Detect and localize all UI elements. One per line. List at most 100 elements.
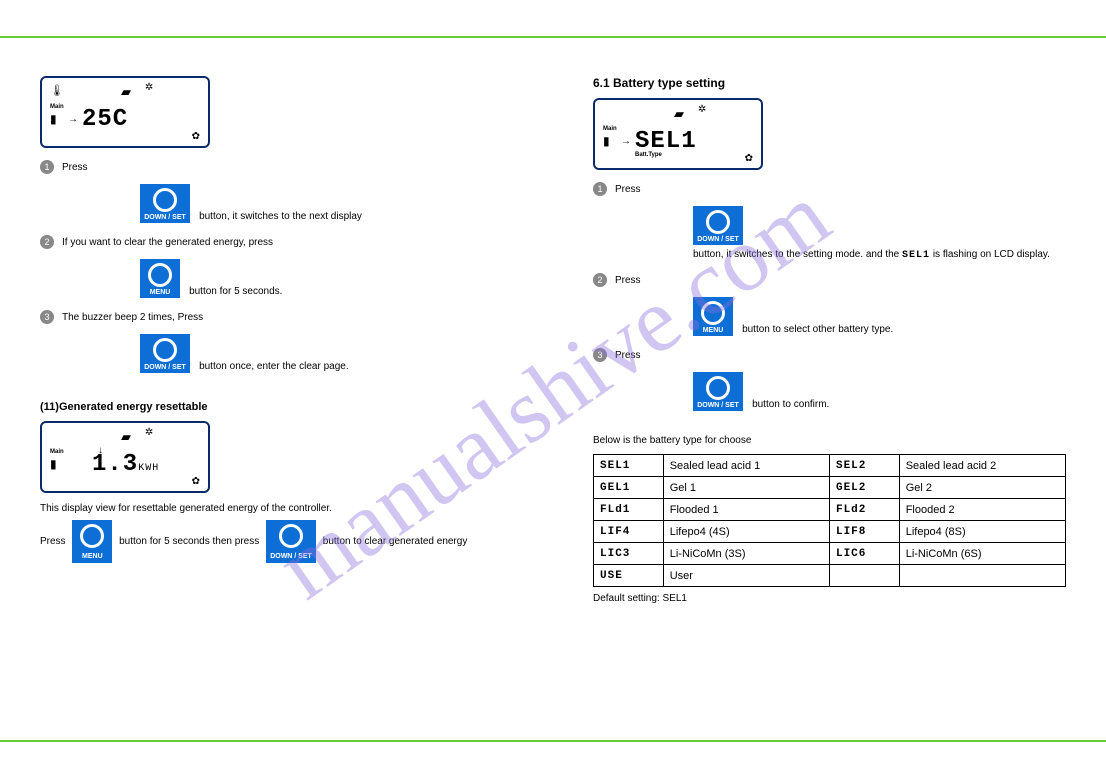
lcd-battery-type: ▰ ✲ Main ▮ → SEL1 Batt.Type ✿	[593, 98, 763, 170]
table-cell-desc: Flooded 1	[663, 499, 829, 521]
table-row: FLd1Flooded 1FLd2Flooded 2	[594, 499, 1066, 521]
circle-icon	[153, 338, 177, 362]
lcd-energy: ▰ ✲ Main ▮ ↓ 1.3KWH ✿	[40, 421, 210, 493]
lcd-subtitle: Batt.Type	[635, 152, 662, 158]
circle-icon	[153, 188, 177, 212]
table-cell-desc: User	[663, 565, 829, 587]
table-cell-code: LIF4	[594, 521, 664, 543]
button-label: DOWN / SET	[140, 364, 190, 371]
table-row: GEL1Gel 1GEL2Gel 2	[594, 477, 1066, 499]
circle-icon	[279, 524, 303, 548]
table-cell-desc: Sealed lead acid 1	[663, 455, 829, 477]
table-cell-desc: Sealed lead acid 2	[899, 455, 1065, 477]
lcd-value: SEL1	[635, 128, 697, 155]
step-text-after: button to select other battery type.	[742, 324, 893, 335]
panel-icon: ▰	[121, 84, 131, 100]
button-menu-r1: MENU button to select other battery type…	[693, 297, 1066, 336]
table-intro: Below is the battery type for choose	[593, 435, 1066, 446]
table-cell-code: LIC6	[829, 543, 899, 565]
table-cell-desc: Li-NiCoMn (6S)	[899, 543, 1065, 565]
button-label: MENU	[140, 289, 180, 296]
main-label: Main	[50, 104, 64, 110]
step-text-mid: button, it switches to the setting mode.…	[693, 249, 1066, 261]
table-cell-code: GEL2	[829, 477, 899, 499]
table-cell-code: SEL2	[829, 455, 899, 477]
battery-icon: ▮	[603, 134, 610, 148]
sun-icon: ✲	[145, 427, 153, 438]
step-text-after: button once, enter the clear page.	[199, 361, 349, 372]
step-text: The buzzer beep 2 times, Press	[62, 311, 513, 324]
step-2: 2 Press	[593, 273, 1066, 287]
main-label: Main	[603, 126, 617, 132]
table-cell-desc: Li-NiCoMn (3S)	[663, 543, 829, 565]
note-a: This display view for resettable generat…	[40, 503, 513, 514]
thermometer-icon: 🌡	[50, 84, 64, 97]
step-text: Press	[62, 161, 513, 174]
down-set-button[interactable]: DOWN / SET	[266, 520, 316, 563]
gear-icon: ✿	[192, 131, 200, 142]
button-label: DOWN / SET	[270, 553, 312, 560]
table-note: Default setting: SEL1	[593, 593, 1066, 604]
gear-icon: ✿	[745, 153, 753, 164]
down-set-button[interactable]: DOWN / SET	[140, 184, 190, 223]
table-cell-desc: Lifepo4 (8S)	[899, 521, 1065, 543]
button-downset-r1: DOWN / SET button, it switches to the se…	[693, 206, 1066, 261]
table-cell-code	[829, 565, 899, 587]
button-menu-1: MENU button for 5 seconds.	[140, 259, 513, 298]
table-cell-code: USE	[594, 565, 664, 587]
step-text-after: button, it switches to the next display	[199, 211, 362, 222]
step-number: 1	[593, 182, 607, 196]
panel-icon: ▰	[121, 429, 131, 445]
menu-button[interactable]: MENU	[693, 297, 733, 336]
table-cell-desc: Gel 2	[899, 477, 1065, 499]
button-downset-2: DOWN / SET button once, enter the clear …	[140, 334, 513, 373]
section-11-title: (11)Generated energy resettable	[40, 401, 513, 413]
button-downset-1: DOWN / SET button, it switches to the ne…	[140, 184, 513, 223]
circle-icon	[701, 301, 725, 325]
table-row: LIF4Lifepo4 (4S)LIF8Lifepo4 (8S)	[594, 521, 1066, 543]
step-1: 1 Press	[593, 182, 1066, 196]
step-2: 2 If you want to clear the generated ene…	[40, 235, 513, 249]
down-set-button[interactable]: DOWN / SET	[140, 334, 190, 373]
arrow-icon: →	[621, 136, 631, 147]
sun-icon: ✲	[698, 104, 706, 115]
button-label: MENU	[693, 327, 733, 334]
main-label: Main	[50, 449, 64, 455]
step-text-after: button to confirm.	[752, 399, 829, 410]
button-label: MENU	[82, 553, 103, 560]
battery-icon: ▮	[50, 112, 57, 126]
table-cell-code: FLd1	[594, 499, 664, 521]
page-left: 🌡 ▰ ✲ Main ▮ → 25C ✿ 1 Press DOWN / SET …	[0, 36, 553, 742]
lcd-value: 25C	[82, 106, 128, 133]
down-set-button[interactable]: DOWN / SET	[693, 206, 743, 245]
button-label: DOWN / SET	[693, 402, 743, 409]
step-3: 3 The buzzer beep 2 times, Press	[40, 310, 513, 324]
step-text: Press	[615, 274, 1066, 287]
table-cell-desc: Lifepo4 (4S)	[663, 521, 829, 543]
lcd-temperature: 🌡 ▰ ✲ Main ▮ → 25C ✿	[40, 76, 210, 148]
step-number: 2	[593, 273, 607, 287]
battery-icon: ▮	[50, 457, 57, 471]
step-text: Press	[615, 349, 1066, 362]
menu-button[interactable]: MENU	[140, 259, 180, 298]
menu-button[interactable]: MENU	[72, 520, 112, 563]
step-3: 3 Press	[593, 348, 1066, 362]
step-number: 2	[40, 235, 54, 249]
circle-icon	[706, 210, 730, 234]
step-1: 1 Press	[40, 160, 513, 174]
table-row: SEL1Sealed lead acid 1SEL2Sealed lead ac…	[594, 455, 1066, 477]
down-set-button[interactable]: DOWN / SET	[693, 372, 743, 411]
lcd-value: 1.3KWH	[92, 451, 159, 478]
sun-icon: ✲	[145, 82, 153, 93]
table-cell-code: SEL1	[594, 455, 664, 477]
page-right: 6.1 Battery type setting ▰ ✲ Main ▮ → SE…	[553, 36, 1106, 742]
table-row: LIC3Li-NiCoMn (3S)LIC6Li-NiCoMn (6S)	[594, 543, 1066, 565]
table-cell-code: GEL1	[594, 477, 664, 499]
table-cell-code: FLd2	[829, 499, 899, 521]
table-row: USEUser	[594, 565, 1066, 587]
circle-icon	[148, 263, 172, 287]
button-downset-r2: DOWN / SET button to confirm.	[693, 372, 1066, 411]
note-b: Press MENU button for 5 seconds then pre…	[40, 520, 513, 563]
circle-icon	[706, 376, 730, 400]
step-number: 3	[40, 310, 54, 324]
